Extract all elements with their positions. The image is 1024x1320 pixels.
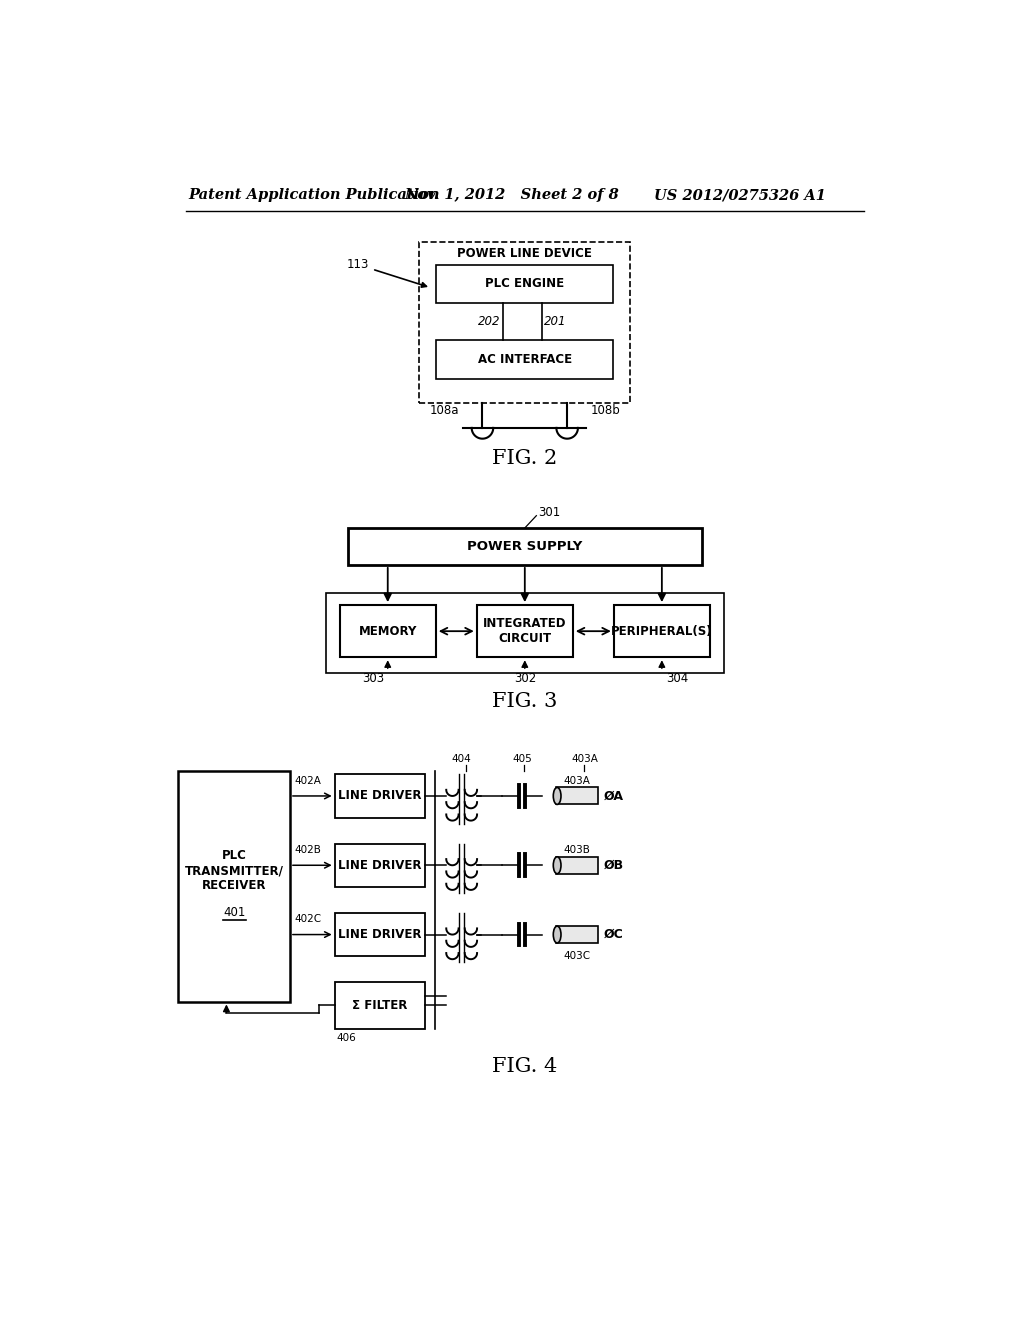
Text: PLC
TRANSMITTER/
RECEIVER: PLC TRANSMITTER/ RECEIVER [184, 849, 284, 892]
Bar [335, 843, 425, 887]
Bar [335, 913, 425, 956]
Bar [348, 528, 701, 565]
Text: ØA: ØA [604, 789, 624, 803]
Bar [556, 927, 598, 942]
Text: FIG. 3: FIG. 3 [493, 692, 557, 710]
Text: Nov. 1, 2012   Sheet 2 of 8: Nov. 1, 2012 Sheet 2 of 8 [403, 189, 618, 202]
Text: MEMORY: MEMORY [358, 624, 417, 638]
Text: 108a: 108a [430, 404, 460, 417]
Text: LINE DRIVER: LINE DRIVER [338, 928, 422, 941]
Text: POWER LINE DEVICE: POWER LINE DEVICE [458, 247, 592, 260]
Bar [335, 775, 425, 817]
Text: LINE DRIVER: LINE DRIVER [338, 789, 422, 803]
Text: 403A: 403A [563, 776, 590, 785]
Text: ØB: ØB [604, 859, 625, 871]
Text: INTEGRATED
CIRCUIT: INTEGRATED CIRCUIT [483, 618, 566, 645]
Text: 304: 304 [666, 672, 688, 685]
Bar [477, 605, 572, 657]
Bar [340, 605, 436, 657]
Text: 402C: 402C [295, 915, 322, 924]
Ellipse shape [553, 788, 561, 804]
Text: Patent Application Publication: Patent Application Publication [188, 189, 440, 202]
Text: ØC: ØC [604, 928, 624, 941]
Text: LINE DRIVER: LINE DRIVER [338, 859, 422, 871]
Text: POWER SUPPLY: POWER SUPPLY [467, 540, 583, 553]
Text: 403A: 403A [571, 754, 598, 764]
Bar [436, 264, 613, 304]
Bar [613, 605, 710, 657]
Text: 401: 401 [223, 907, 246, 920]
Text: 405: 405 [512, 754, 532, 764]
Bar [178, 771, 290, 1002]
Bar [335, 982, 425, 1028]
Text: PERIPHERAL(S): PERIPHERAL(S) [611, 624, 713, 638]
Text: Σ FILTER: Σ FILTER [352, 999, 408, 1012]
Text: 201: 201 [544, 315, 566, 329]
Bar [556, 857, 598, 874]
Text: 402B: 402B [295, 845, 322, 855]
Text: 402A: 402A [295, 776, 322, 785]
Text: 301: 301 [539, 506, 561, 519]
Text: US 2012/0275326 A1: US 2012/0275326 A1 [654, 189, 826, 202]
Text: 108b: 108b [590, 404, 620, 417]
Text: FIG. 2: FIG. 2 [493, 449, 557, 469]
Text: AC INTERFACE: AC INTERFACE [478, 352, 571, 366]
Text: 303: 303 [361, 672, 384, 685]
Text: 302: 302 [514, 672, 536, 685]
Text: PLC ENGINE: PLC ENGINE [485, 277, 564, 290]
Text: 406: 406 [337, 1032, 356, 1043]
Bar [419, 242, 631, 404]
Bar [556, 788, 598, 804]
Text: 113: 113 [347, 259, 426, 288]
Text: 403C: 403C [563, 952, 591, 961]
Ellipse shape [553, 927, 561, 942]
Text: 403B: 403B [563, 845, 590, 855]
Text: 404: 404 [452, 754, 471, 764]
Bar [436, 341, 613, 379]
Bar [326, 594, 724, 673]
Text: FIG. 4: FIG. 4 [493, 1057, 557, 1077]
Text: 202: 202 [478, 315, 501, 329]
Ellipse shape [553, 857, 561, 874]
